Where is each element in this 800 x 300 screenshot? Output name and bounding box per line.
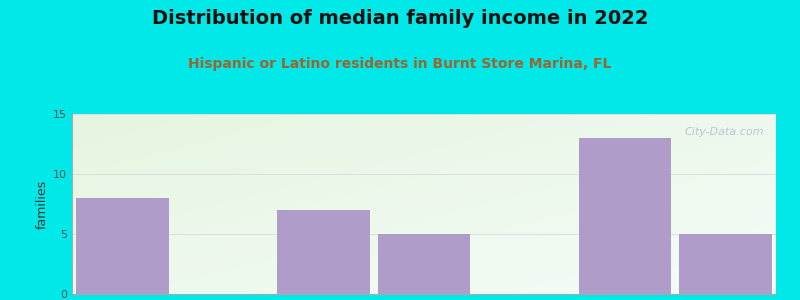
Text: Distribution of median family income in 2022: Distribution of median family income in … bbox=[152, 9, 648, 28]
Bar bbox=[679, 234, 772, 294]
Bar bbox=[579, 138, 671, 294]
Text: City-Data.com: City-Data.com bbox=[685, 127, 764, 136]
Bar bbox=[277, 210, 370, 294]
Y-axis label: families: families bbox=[36, 179, 49, 229]
Bar bbox=[76, 198, 169, 294]
Bar bbox=[378, 234, 470, 294]
Text: Hispanic or Latino residents in Burnt Store Marina, FL: Hispanic or Latino residents in Burnt St… bbox=[188, 57, 612, 71]
